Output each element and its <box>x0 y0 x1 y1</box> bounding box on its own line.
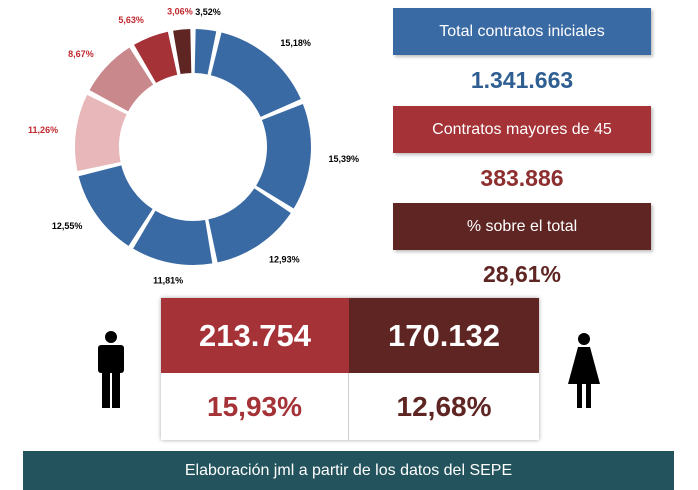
slice-label: 15,39% <box>328 154 359 164</box>
share-label: % sobre el total <box>466 217 578 235</box>
slice-label: 5,63% <box>118 15 144 25</box>
total-contracts-label-box: Total contratos iniciales <box>393 8 651 55</box>
slice-label: 15,18% <box>280 38 311 48</box>
over-45-value: 383.886 <box>480 165 564 191</box>
slice-label: 8,67% <box>68 49 94 59</box>
donut-slice <box>78 165 153 246</box>
share-value: 28,61% <box>482 261 561 287</box>
over-45-label: Contratos mayores de 45 <box>432 120 612 138</box>
total-contracts-value: 1.341.663 <box>470 67 574 93</box>
man-icon <box>98 331 124 408</box>
slice-label: 12,55% <box>52 221 83 231</box>
footer-banner: Elaboración jml a partir de los datos de… <box>23 451 674 490</box>
total-contracts-label: Total contratos iniciales <box>439 22 605 40</box>
donut-chart: 3,52% 15,18% 15,39% 12,93% 11,81% 12,55% 11,26… <box>28 7 359 286</box>
donut-slice <box>173 29 192 75</box>
donut-slice <box>208 188 291 263</box>
slice-label: 12,93% <box>269 255 300 265</box>
donut-slice <box>133 210 213 265</box>
women-percentage: 12,68% <box>396 390 492 422</box>
donut-slice <box>256 103 311 209</box>
donut-slice <box>89 47 154 112</box>
over-45-label-box: Contratos mayores de 45 <box>393 106 651 153</box>
slice-label: 3,52% <box>195 7 221 17</box>
donut-slice <box>194 29 217 75</box>
slice-label: 11,26% <box>28 125 58 135</box>
men-percentage: 15,93% <box>161 373 349 440</box>
men-count: 213.754 <box>161 298 349 373</box>
gender-card: 213.754 170.132 15,93% 12,68% <box>161 298 539 440</box>
women-count: 170.132 <box>349 298 539 373</box>
donut-slice <box>210 32 301 117</box>
footer-text: Elaboración jml a partir de los datos de… <box>184 461 513 479</box>
donut-slice <box>75 94 127 171</box>
donut-slice <box>134 31 178 83</box>
slice-label: 3,06% <box>167 7 193 17</box>
slice-label: 11,81% <box>153 276 183 286</box>
share-label-box: % sobre el total <box>393 203 651 250</box>
woman-icon <box>568 333 600 408</box>
